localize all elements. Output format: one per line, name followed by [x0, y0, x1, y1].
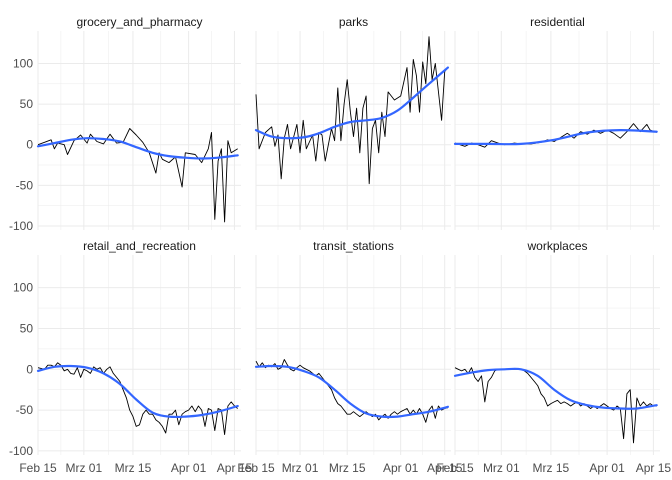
x-tick-label: Apr 01 [383, 461, 419, 475]
smooth-trend-line [254, 364, 449, 419]
raw-series-line [255, 36, 449, 185]
x-tick-label: Feb 15 [436, 461, 474, 475]
smooth-trend-line [453, 367, 658, 410]
y-tick-label: -100 [9, 444, 33, 458]
x-tick-label: Apr 01 [589, 461, 625, 475]
panel-transit_stations: transit_stations Feb 15 Mrz 01 Mrz 15 Apr 01… [237, 239, 462, 475]
y-tick-label: 100 [13, 56, 33, 70]
x-tick-label: Mrz 15 [533, 461, 570, 475]
panel-title: retail_and_recreation [83, 239, 196, 253]
raw-series-line [37, 128, 238, 223]
y-tick-label: 100 [13, 281, 33, 295]
x-tick-label: Apr 15 [636, 461, 672, 475]
x-tick-label: Mrz 01 [65, 461, 102, 475]
smooth-trend-line [36, 137, 239, 160]
smooth-trend-line [254, 66, 449, 140]
smooth-trend-line [453, 128, 658, 146]
panel-title: transit_stations [313, 239, 394, 253]
panel-residential: residential [453, 15, 660, 230]
y-tick-label: 50 [20, 321, 34, 335]
panel-title: grocery_and_pharmacy [76, 15, 202, 29]
panel-parks: parks [254, 15, 451, 230]
y-tick-label: -50 [16, 403, 34, 417]
panel-grocery_and_pharmacy: grocery_and_pharmacy 100 50 0 -50 -100 [9, 15, 241, 233]
panel-title: parks [339, 15, 368, 29]
y-tick-label: -50 [16, 178, 34, 192]
x-tick-label: Mrz 01 [282, 461, 319, 475]
y-tick-label: 50 [20, 97, 34, 111]
x-tick-label: Apr 01 [171, 461, 207, 475]
x-tick-label: Mrz 15 [115, 461, 152, 475]
y-tick-label: 0 [26, 362, 33, 376]
smooth-trend-line [36, 364, 239, 419]
panel-retail_and_recreation: retail_and_recreation 100 50 0 -50 -100 Feb 15… [9, 239, 252, 475]
y-tick-label: -100 [9, 219, 33, 233]
x-tick-label: Feb 15 [19, 461, 57, 475]
x-tick-label: Apr 15 [217, 461, 253, 475]
panel-title: residential [530, 15, 585, 29]
x-tick-label: Mrz 15 [329, 461, 366, 475]
raw-series-line [37, 362, 238, 436]
x-tick-label: Apr 15 [427, 461, 463, 475]
panel-title: workplaces [526, 239, 587, 253]
panel-workplaces: workplaces Feb 15 Mrz 01 Mrz 15 Apr 01 Apr 15 [436, 239, 671, 475]
x-tick-label: Mrz 01 [483, 461, 520, 475]
x-tick-label: Feb 15 [237, 461, 275, 475]
y-tick-label: 0 [26, 138, 33, 152]
raw-series-line [454, 367, 657, 444]
